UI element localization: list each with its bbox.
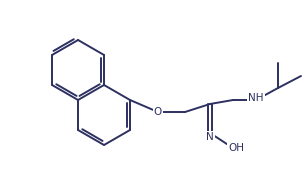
Text: NH: NH: [248, 93, 264, 103]
Text: N: N: [206, 132, 214, 142]
Text: OH: OH: [228, 143, 244, 153]
Text: O: O: [154, 107, 162, 117]
